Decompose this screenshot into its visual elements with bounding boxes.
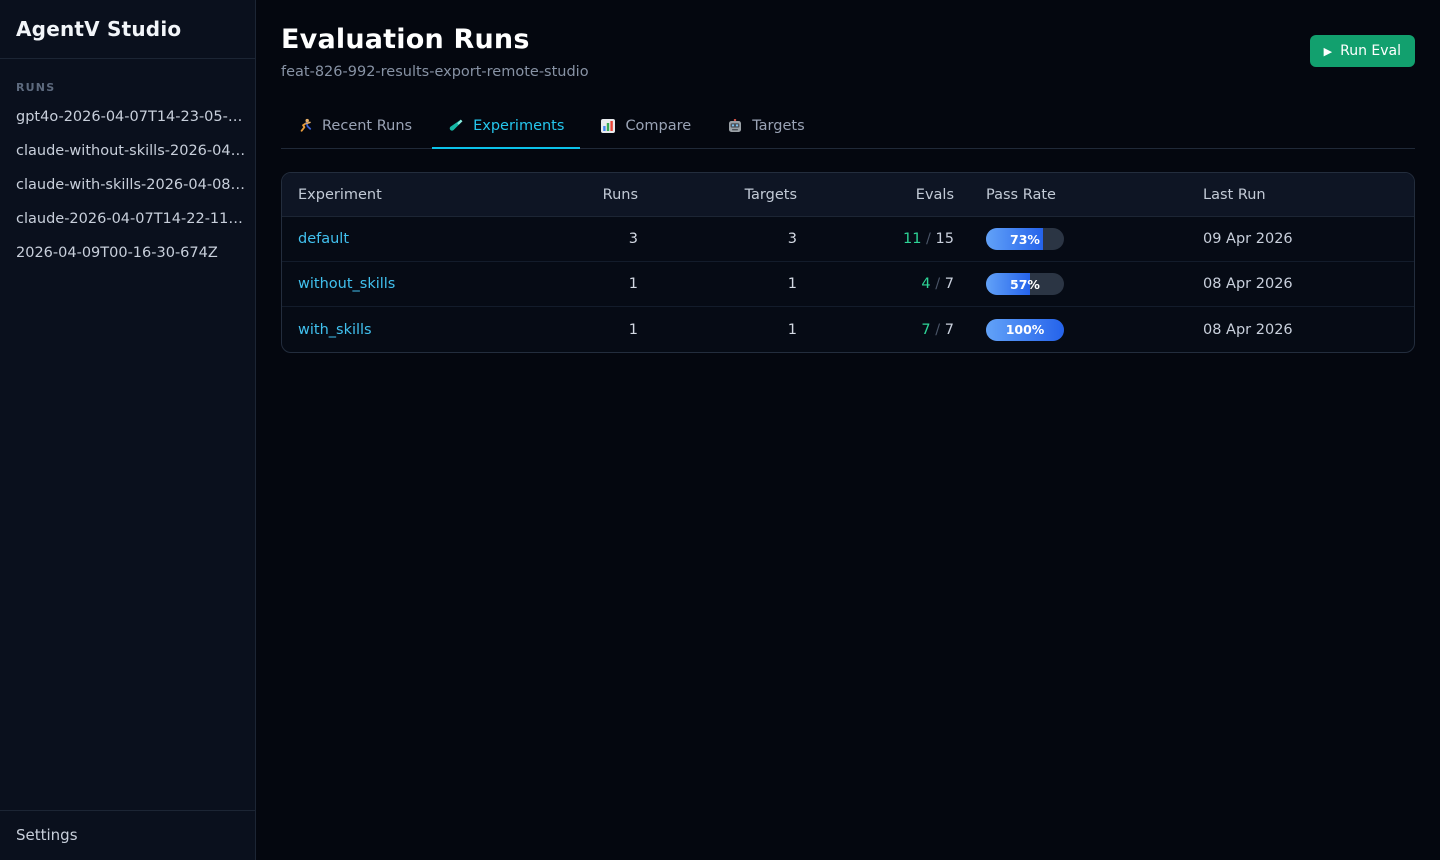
runs-value: 3: [628, 231, 638, 247]
pass-rate-label: 57%: [1010, 276, 1040, 292]
tab-recent-runs[interactable]: Recent Runs: [281, 106, 428, 149]
experiment-link[interactable]: with_skills: [298, 321, 372, 338]
targets-value: 3: [787, 231, 797, 247]
tab-compare[interactable]: Compare: [584, 106, 707, 149]
page-subtitle: feat-826-992-results-export-remote-studi…: [281, 64, 589, 80]
evals-total: 7: [944, 276, 954, 292]
targets-value: 1: [787, 276, 797, 292]
title-block: Evaluation Runs feat-826-992-results-exp…: [281, 24, 589, 80]
sidebar-item-run-4[interactable]: 2026-04-09T00-16-30-674Z: [16, 245, 218, 261]
pass-rate-pill: 100%: [986, 318, 1064, 341]
evals-value: 4 / 7: [797, 276, 954, 292]
pass-rate-fill: [986, 318, 1064, 341]
bar-chart-icon: [600, 118, 616, 134]
col-header-last-run: Last Run: [1203, 186, 1266, 203]
sidebar-item-run-0[interactable]: gpt4o-2026-04-07T14-23-05-…: [16, 109, 243, 125]
evals-passed: 11: [902, 231, 922, 247]
last-run-value: 08 Apr 2026: [1203, 276, 1293, 292]
last-run-value: 08 Apr 2026: [1203, 321, 1293, 338]
pass-rate-pill: 57%: [986, 273, 1064, 295]
evals-passed: 7: [921, 321, 931, 338]
experiments-table: Experiment Runs Targets Evals Pass Rate …: [281, 172, 1415, 353]
sidebar: AgentV Studio RUNS gpt4o-2026-04-07T14-2…: [0, 0, 256, 860]
tab-label: Compare: [625, 118, 692, 134]
robot-icon: [727, 118, 743, 134]
play-icon: ▶: [1323, 44, 1333, 58]
experiment-link[interactable]: default: [298, 231, 350, 247]
tab-label: Experiments: [473, 118, 565, 134]
pass-rate-cell: 100%: [954, 318, 1203, 341]
runs-section-label: RUNS: [16, 81, 56, 94]
table-row: without_skills 1 1 4 / 7 57% 08 Apr 2026: [282, 262, 1414, 307]
col-header-runs: Runs: [602, 186, 638, 203]
evals-value: 11 / 15: [797, 231, 954, 247]
col-header-targets: Targets: [744, 186, 797, 203]
table-header-row: Experiment Runs Targets Evals Pass Rate …: [282, 173, 1414, 217]
pass-rate-pill: 73%: [986, 228, 1064, 250]
col-header-evals: Evals: [915, 186, 954, 203]
targets-value: 1: [787, 321, 797, 338]
run-eval-button[interactable]: ▶ Run Eval: [1309, 35, 1415, 67]
runner-icon: [297, 118, 313, 134]
run-eval-label: Run Eval: [1340, 43, 1401, 59]
table-row: default 3 3 11 / 15 73% 09 Apr 2026: [282, 217, 1414, 262]
evals-separator: /: [926, 231, 931, 247]
evals-separator: /: [935, 321, 941, 338]
sidebar-footer: Settings: [0, 810, 255, 860]
pass-rate-cell: 73%: [954, 228, 1203, 250]
page-title: Evaluation Runs: [281, 24, 530, 55]
evals-separator: /: [935, 276, 941, 292]
sidebar-header: AgentV Studio: [0, 0, 255, 59]
tab-targets[interactable]: Targets: [711, 106, 820, 149]
pass-rate-cell: 57%: [954, 273, 1203, 295]
runs-value: 1: [628, 276, 638, 292]
pass-rate-fill: [986, 273, 1031, 295]
pass-rate-fill: [986, 228, 1043, 250]
evals-total: 15: [935, 231, 954, 247]
app-title: AgentV Studio: [16, 17, 182, 41]
runs-value: 1: [628, 321, 638, 338]
test-tube-icon: [448, 118, 464, 134]
main-content: Evaluation Runs feat-826-992-results-exp…: [256, 0, 1440, 860]
tab-label: Recent Runs: [322, 118, 413, 134]
evals-passed: 4: [921, 276, 931, 292]
col-header-pass-rate: Pass Rate: [986, 186, 1056, 203]
tab-bar: Recent Runs Experiments Compare: [281, 106, 1415, 149]
sidebar-item-run-1[interactable]: claude-without-skills-2026-04…: [16, 143, 246, 159]
evals-total: 7: [944, 321, 954, 338]
pass-rate-label: 100%: [1005, 322, 1045, 337]
table-body: default 3 3 11 / 15 73% 09 Apr 2026 with: [282, 217, 1414, 352]
tab-experiments[interactable]: Experiments: [432, 106, 581, 149]
sidebar-item-run-2[interactable]: claude-with-skills-2026-04-08…: [16, 177, 246, 193]
pass-rate-label: 73%: [1010, 231, 1040, 247]
table-row: with_skills 1 1 7 / 7 100% 08 Apr 2026: [282, 307, 1414, 352]
experiment-link[interactable]: without_skills: [298, 276, 396, 292]
runs-section: RUNS gpt4o-2026-04-07T14-23-05-… claude-…: [0, 59, 255, 810]
col-header-experiment: Experiment: [298, 186, 382, 203]
settings-link[interactable]: Settings: [16, 826, 78, 844]
main-header: Evaluation Runs feat-826-992-results-exp…: [281, 24, 1415, 80]
sidebar-item-run-3[interactable]: claude-2026-04-07T14-22-11…: [16, 211, 243, 227]
tab-label: Targets: [752, 118, 805, 134]
last-run-value: 09 Apr 2026: [1203, 231, 1293, 247]
evals-value: 7 / 7: [797, 322, 954, 338]
